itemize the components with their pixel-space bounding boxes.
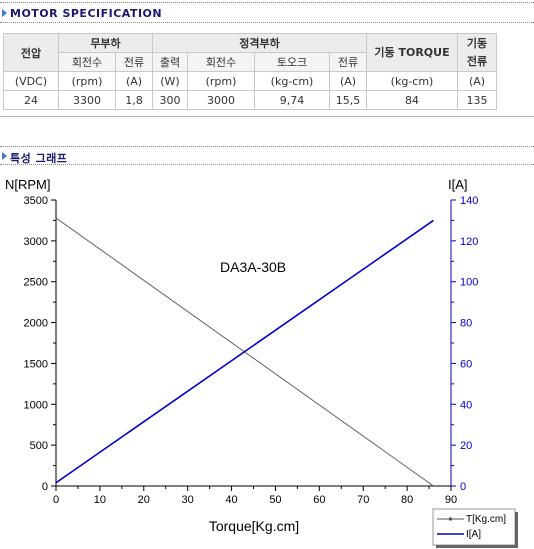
- legend-shadow: [436, 545, 518, 548]
- y-right-tick-label: 20: [460, 440, 472, 452]
- x-tick-label: 20: [138, 494, 150, 506]
- table-cell: (A): [329, 71, 367, 91]
- rated-current-header: 전류: [329, 52, 367, 72]
- y-left-tick-label: 1000: [24, 399, 48, 411]
- motor-spec-title: MOTOR SPECIFICATION: [10, 7, 163, 20]
- spec-table: 전압 무부하 정격부하 기동 TORQUE 기동 전류 회전수 전류 출력 회전…: [3, 33, 497, 110]
- characteristic-chart: 0 10 20 30 40 50 60 70 80 90050010001500200025003…: [5, 177, 518, 548]
- model-label: DA3A-30B: [220, 259, 286, 275]
- voltage-header: 전압: [3, 33, 59, 72]
- x-tick-label: 90: [445, 494, 457, 506]
- chart-axes: 0 10 20 30 40 50 60 70 80 90050010001500200025003…: [24, 195, 479, 506]
- starting-current-header: 기동 전류: [457, 33, 497, 72]
- x-tick-label: 0: [53, 494, 59, 506]
- y-axis-right-label: I[A]: [448, 177, 468, 192]
- y-left-tick-label: 0: [42, 481, 48, 493]
- graph-top-divider: [0, 146, 534, 147]
- table-cell: 15,5: [329, 90, 367, 110]
- graph-header-divider: [0, 164, 534, 165]
- motor-spec-header: MOTOR SPECIFICATION: [0, 4, 534, 22]
- noload-current-header: 전류: [115, 52, 153, 72]
- legend-marker-t: [449, 517, 452, 521]
- x-tick-label: 30: [182, 494, 194, 506]
- legend-label-t: T[Kg.cm]: [466, 514, 506, 525]
- x-tick-label: 50: [269, 494, 281, 506]
- y-right-tick-label: 80: [460, 318, 472, 330]
- y-right-tick-label: 0: [460, 481, 466, 493]
- table-cell: 300: [152, 90, 188, 110]
- x-tick-label: 80: [401, 494, 413, 506]
- table-cell: 9,74: [254, 90, 330, 110]
- noload-header: 무부하: [58, 33, 153, 53]
- triangle-bullet-icon: [2, 152, 7, 160]
- x-tick-label: 70: [357, 494, 369, 506]
- table-cell: 135: [457, 90, 497, 110]
- legend-label-i: I[A]: [466, 529, 481, 540]
- triangle-bullet-icon: [2, 9, 7, 17]
- graph-title: 특성 그래프: [10, 152, 68, 165]
- chart-legend: T[Kg.cm] I[A]: [432, 508, 518, 548]
- table-cell: (A): [457, 71, 497, 91]
- table-cell: (kg-cm): [366, 71, 458, 91]
- table-cell: (W): [152, 71, 188, 91]
- series-line-current: [55, 219, 434, 484]
- noload-speed-header: 회전수: [58, 52, 116, 72]
- rated-output-header: 출력: [152, 52, 188, 72]
- top-divider: [0, 2, 534, 3]
- y-right-tick-label: 60: [460, 358, 472, 370]
- y-left-tick-label: 3500: [24, 195, 48, 207]
- y-right-tick-label: 120: [460, 236, 478, 248]
- y-left-tick-label: 500: [30, 440, 48, 452]
- rated-torque-header: 토오크: [254, 52, 330, 72]
- units-row: (VDC) (rpm) (A) (W) (rpm) (kg-cm) (A) (k…: [3, 71, 497, 91]
- values-row: 24 3300 1,8 300 3000 9,74 15,5 84 135: [3, 90, 497, 110]
- y-right-tick-label: 140: [460, 195, 478, 207]
- y-right-tick-label: 100: [460, 277, 478, 289]
- chart-series: [55, 217, 434, 487]
- legend-shadow: [515, 512, 518, 547]
- rated-header: 정격부하: [152, 33, 367, 53]
- table-cell: 3300: [58, 90, 116, 110]
- table-cell: 3000: [187, 90, 255, 110]
- table-cell: 1,8: [115, 90, 153, 110]
- y-left-tick-label: 2000: [24, 318, 48, 330]
- table-cell: (rpm): [187, 71, 255, 91]
- y-axis-left-label: N[RPM]: [5, 177, 51, 192]
- rated-speed-header: 회전수: [187, 52, 255, 72]
- y-left-tick-label: 3000: [24, 236, 48, 248]
- x-tick-label: 60: [313, 494, 325, 506]
- x-tick-label: 10: [94, 494, 106, 506]
- spec-header-divider: [0, 22, 534, 23]
- y-right-tick-label: 40: [460, 399, 472, 411]
- x-tick-label: 40: [225, 494, 237, 506]
- y-left-tick-label: 1500: [24, 358, 48, 370]
- x-axis-label: Torque[Kg.cm]: [209, 518, 299, 534]
- table-cell: (kg-cm): [254, 71, 330, 91]
- table-bottom-divider: [0, 116, 534, 117]
- starting-torque-header: 기동 TORQUE: [366, 33, 458, 72]
- table-cell: (rpm): [58, 71, 116, 91]
- table-cell: (A): [115, 71, 153, 91]
- table-cell: 24: [3, 90, 59, 110]
- table-cell: (VDC): [3, 71, 59, 91]
- y-left-tick-label: 2500: [24, 277, 48, 289]
- table-cell: 84: [366, 90, 458, 110]
- graph-header: 특성 그래프: [0, 147, 534, 165]
